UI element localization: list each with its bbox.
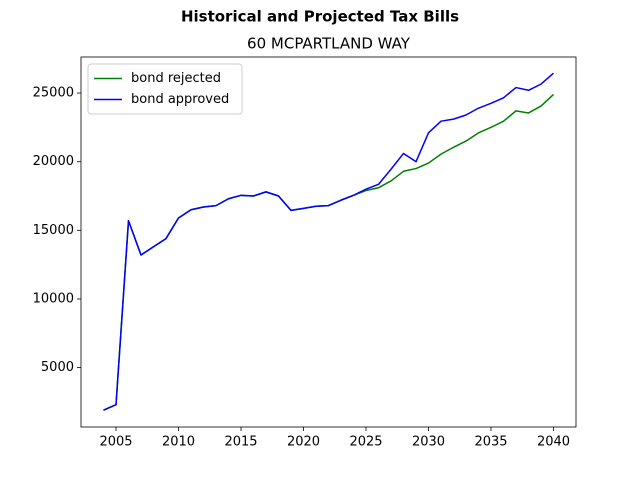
legend-box [87,63,243,115]
x-tick-label: 2010 [162,435,195,450]
legend-label: bond rejected [131,71,221,86]
x-tick-label: 2015 [224,435,257,450]
y-tick-label: 15000 [33,223,74,238]
x-tick-label: 2035 [474,435,507,450]
plot-frame [80,56,577,428]
y-tick-label: 25000 [33,86,74,101]
legend: bond rejected bond approved [87,63,243,115]
legend-label: bond approved [131,92,229,107]
x-tick-label: 2025 [349,435,382,450]
y-tick-label: 20000 [33,154,74,169]
chart-subtitle: 60 MCPARTLAND WAY [247,35,411,53]
y-tick-label: 5000 [41,360,74,375]
x-tick-label: 2030 [412,435,445,450]
series-line [103,93,555,411]
x-tick-label: 2040 [537,435,570,450]
series-line [103,72,554,411]
chart-title: Historical and Projected Tax Bills [181,8,459,26]
x-tick-label: 2005 [99,435,132,450]
x-tick-label: 2020 [287,435,320,450]
y-tick-label: 10000 [33,291,74,306]
